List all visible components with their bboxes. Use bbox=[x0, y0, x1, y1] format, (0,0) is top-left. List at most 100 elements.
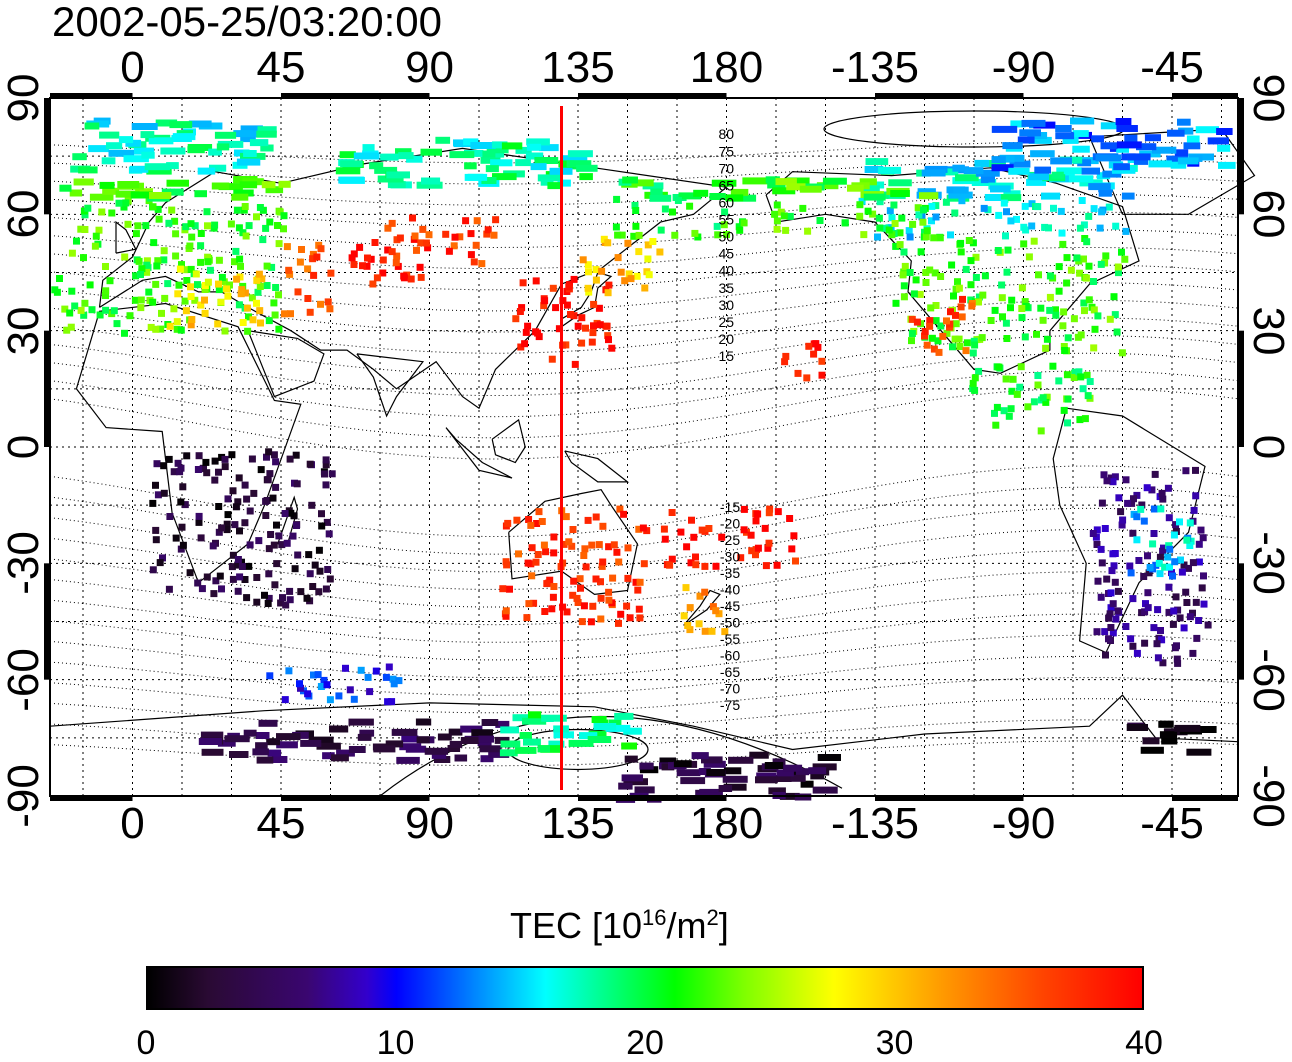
tec-cell bbox=[1072, 145, 1090, 153]
tec-cell bbox=[957, 248, 965, 256]
tec-cell bbox=[129, 165, 149, 173]
tec-cell bbox=[102, 187, 120, 195]
tec-cell bbox=[1007, 304, 1014, 312]
tec-cell bbox=[1042, 398, 1050, 406]
tec-cell bbox=[1196, 726, 1217, 733]
tec-cell bbox=[1028, 222, 1036, 230]
tec-cell bbox=[1174, 606, 1182, 614]
tec-cell bbox=[1076, 224, 1084, 232]
tec-cell bbox=[565, 283, 573, 291]
tec-cell bbox=[1145, 569, 1153, 577]
tec-cell bbox=[246, 541, 254, 549]
tec-cell bbox=[417, 273, 425, 281]
lon-tick-label: -135 bbox=[830, 43, 920, 92]
tec-cell bbox=[908, 315, 916, 323]
tec-cell bbox=[1100, 122, 1126, 130]
tec-cell bbox=[265, 186, 284, 194]
tec-cell bbox=[916, 290, 924, 298]
tec-cell bbox=[906, 233, 914, 241]
tec-cell bbox=[1080, 255, 1087, 263]
tec-cell bbox=[803, 374, 811, 382]
tec-cell bbox=[1070, 315, 1078, 323]
tec-cell bbox=[233, 189, 254, 197]
tec-region-south-america bbox=[1089, 466, 1212, 667]
tec-cell bbox=[160, 462, 168, 470]
tec-cell bbox=[931, 269, 939, 277]
tec-cell bbox=[984, 206, 992, 214]
tec-cell bbox=[174, 290, 182, 298]
tec-cell bbox=[270, 541, 278, 549]
tec-cell bbox=[68, 249, 76, 257]
tec-cell bbox=[1041, 192, 1061, 200]
tec-cell bbox=[975, 169, 1000, 177]
tec-cell bbox=[233, 206, 241, 214]
tec-cell bbox=[80, 254, 87, 262]
top-longitude-axis: 0 45 90 135 180 -135 -90 -45 bbox=[0, 44, 1292, 94]
tec-cell bbox=[924, 165, 948, 173]
tec-cell bbox=[257, 126, 277, 134]
tec-cell bbox=[570, 577, 578, 585]
tec-cell bbox=[172, 534, 180, 542]
tec-cell bbox=[1166, 545, 1174, 553]
tec-cell bbox=[204, 253, 212, 261]
tec-cell bbox=[320, 676, 328, 684]
tec-cell bbox=[1122, 227, 1130, 235]
lon-tick-label: -90 bbox=[991, 43, 1056, 92]
tec-cell bbox=[216, 143, 230, 151]
tec-cell bbox=[252, 748, 269, 756]
tec-cell bbox=[1063, 254, 1071, 262]
tec-cell bbox=[165, 219, 173, 227]
tec-cell bbox=[972, 253, 980, 261]
tec-cell bbox=[1000, 155, 1015, 163]
tec-cell bbox=[864, 207, 872, 215]
tec-cell bbox=[1050, 204, 1057, 212]
tec-cell bbox=[1177, 118, 1191, 126]
tec-cell bbox=[224, 292, 232, 300]
tec-cell bbox=[568, 542, 576, 550]
tec-cell bbox=[1153, 640, 1161, 648]
tec-cell bbox=[627, 275, 635, 283]
tec-cell bbox=[535, 508, 543, 516]
tec-cell bbox=[1121, 192, 1135, 200]
tec-cell bbox=[928, 334, 936, 342]
tec-cell bbox=[1133, 649, 1141, 657]
tec-cell bbox=[705, 525, 713, 532]
tec-cell bbox=[350, 250, 358, 258]
tec-cell bbox=[567, 311, 574, 318]
tec-cell bbox=[350, 695, 358, 703]
tec-cell bbox=[1009, 375, 1017, 383]
tec-cell bbox=[263, 282, 271, 289]
tec-cell bbox=[781, 358, 789, 366]
tec-cell bbox=[1055, 263, 1063, 271]
tec-cell bbox=[524, 559, 532, 567]
tec-cell bbox=[624, 574, 632, 582]
colorbar-tick-label: 10 bbox=[376, 1024, 415, 1062]
tec-cell bbox=[728, 756, 754, 764]
tec-cell bbox=[450, 242, 458, 250]
tec-cell bbox=[188, 316, 196, 323]
lon-tick-label: 135 bbox=[541, 799, 615, 848]
tec-cell bbox=[608, 344, 616, 352]
tec-cell bbox=[900, 293, 908, 301]
tec-cell bbox=[792, 557, 799, 565]
tec-cell bbox=[304, 690, 312, 698]
tec-cell bbox=[194, 466, 202, 473]
tec-cell bbox=[348, 746, 366, 753]
tec-cell bbox=[958, 313, 966, 321]
tec-cell bbox=[236, 158, 261, 166]
tec-cell bbox=[1111, 166, 1136, 174]
tec-cell bbox=[1176, 614, 1184, 622]
tec-cell bbox=[810, 350, 818, 358]
tec-cell bbox=[419, 225, 427, 233]
tec-cell bbox=[356, 243, 364, 251]
tec-cell bbox=[254, 288, 262, 296]
tec-cell bbox=[178, 261, 185, 269]
tec-cell bbox=[131, 296, 139, 304]
tec-cell bbox=[549, 284, 557, 292]
tec-cell bbox=[693, 189, 709, 197]
tec-cell bbox=[621, 742, 637, 750]
tec-cell bbox=[923, 341, 931, 349]
tec-cell bbox=[749, 751, 769, 759]
tec-cell bbox=[639, 766, 659, 774]
tec-cell bbox=[486, 146, 509, 154]
